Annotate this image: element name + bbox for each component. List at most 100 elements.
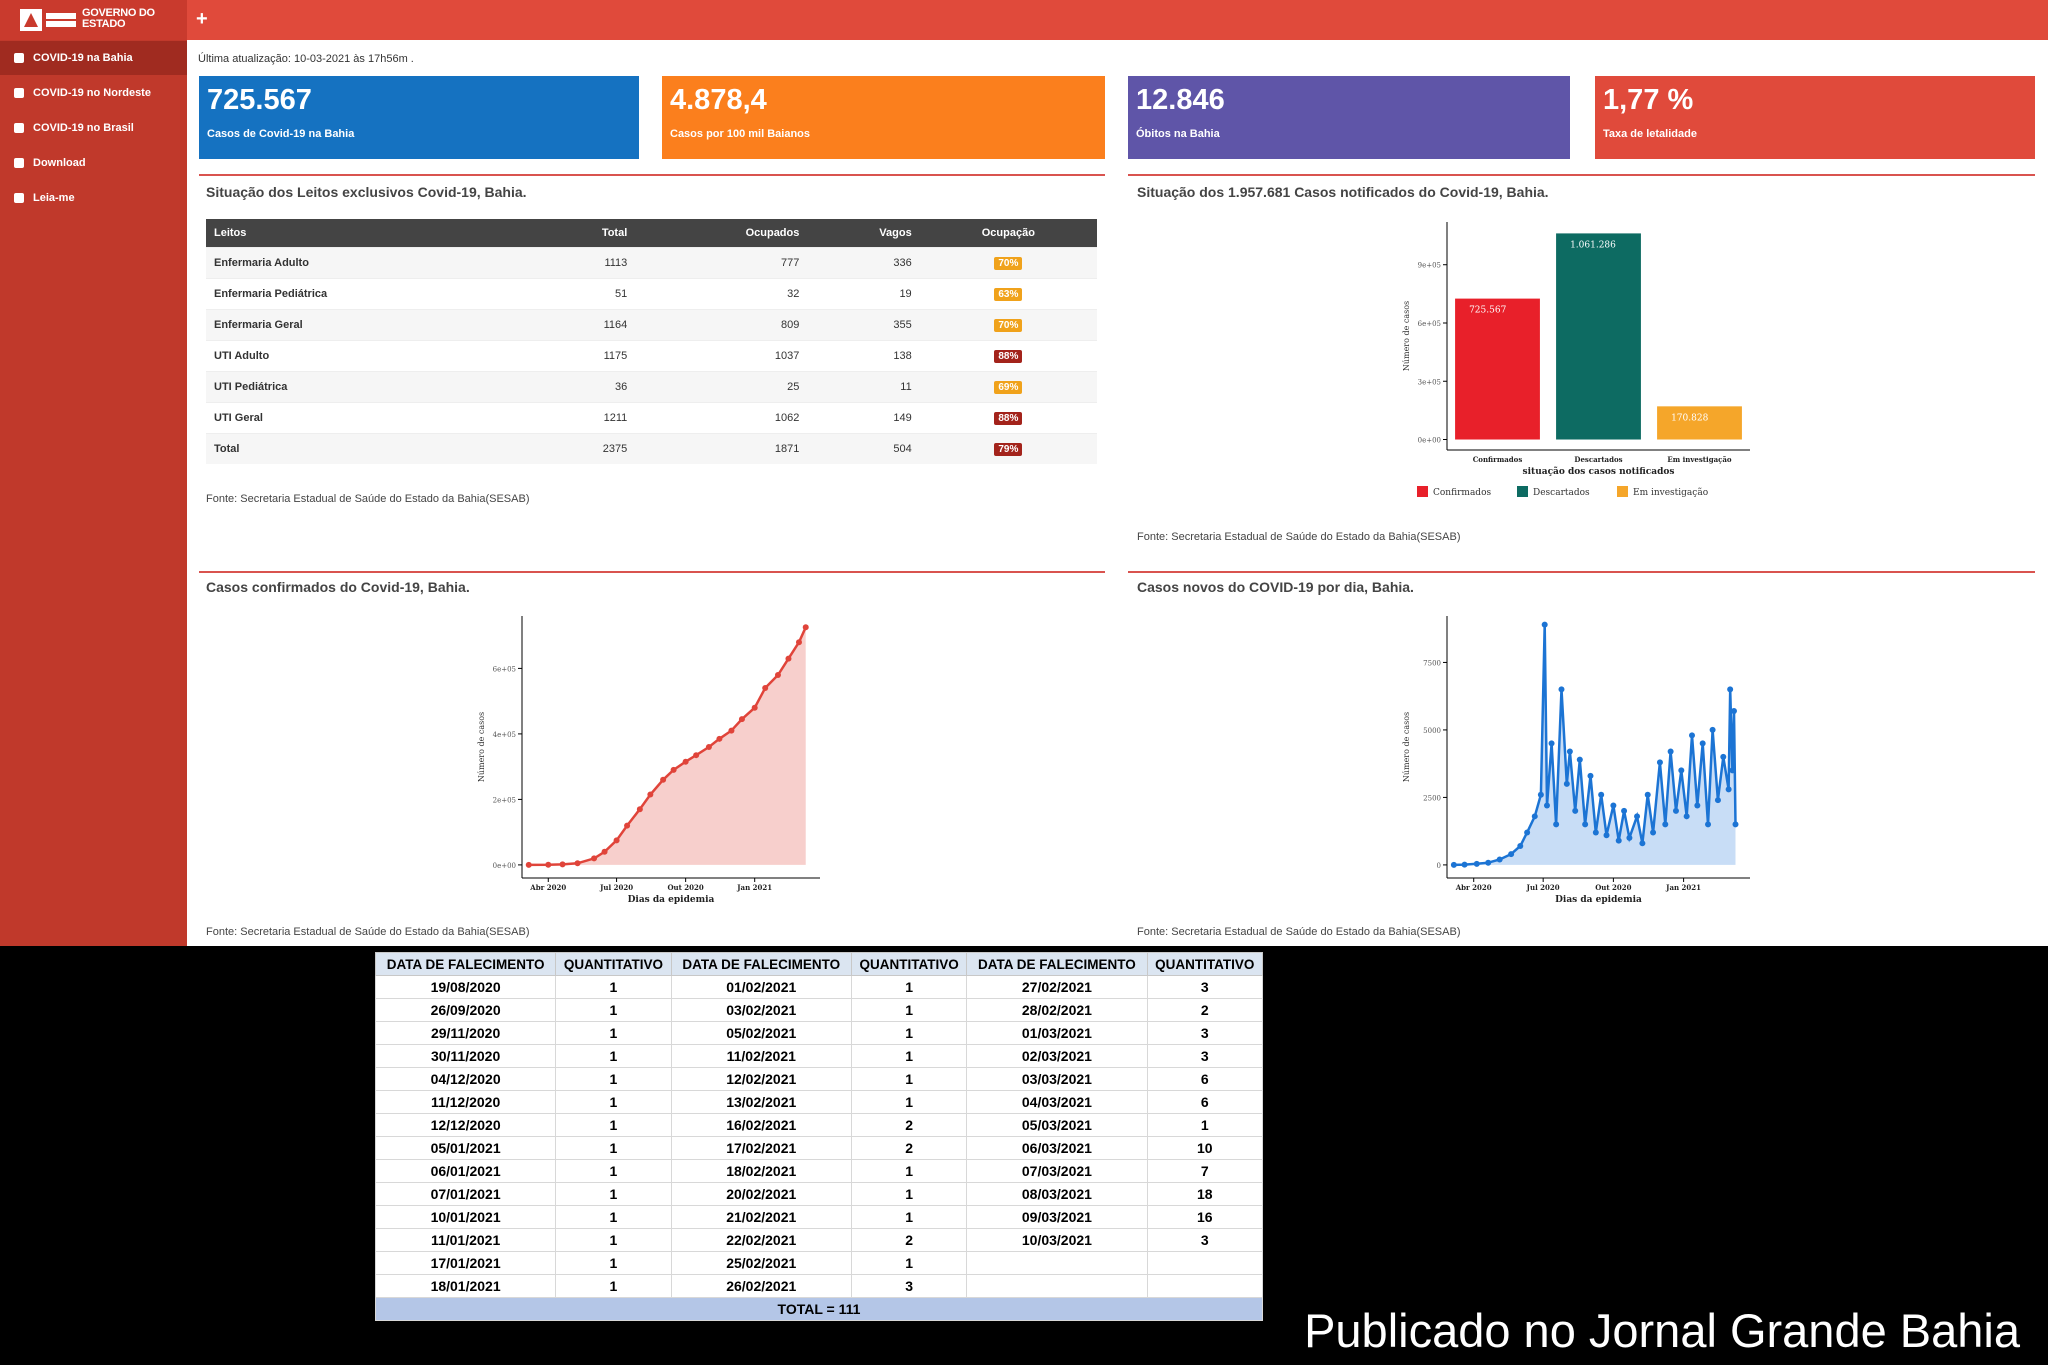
point <box>624 822 631 829</box>
occupancy-badge: 88% <box>994 412 1023 425</box>
point <box>1727 686 1734 693</box>
table-cell: 36 <box>431 371 636 403</box>
table-cell: 11/02/2021 <box>670 1044 852 1068</box>
menu-item[interactable]: COVID-19 no Nordeste <box>0 76 187 110</box>
table-cell: 2 <box>1146 998 1264 1022</box>
point <box>670 766 677 773</box>
occupancy-badge: 63% <box>994 288 1023 301</box>
point <box>1603 832 1610 839</box>
table-row: 12/12/2020 1 16/02/2021 2 05/03/2021 1 <box>374 1113 1264 1137</box>
table-cell: 02/03/2021 <box>966 1044 1148 1068</box>
column-header: QUANTITATIVO <box>1146 952 1264 976</box>
point <box>525 861 532 868</box>
point <box>1566 748 1573 755</box>
logo-text: GOVERNO DO ESTADO <box>82 7 155 30</box>
table-cell: 05/02/2021 <box>670 1021 852 1045</box>
table-cell: 1 <box>555 1113 672 1137</box>
point <box>1688 732 1695 739</box>
table-cell: 1164 <box>431 309 636 341</box>
table-cell: 10/01/2021 <box>374 1205 557 1229</box>
menu-item[interactable]: Download <box>0 146 187 180</box>
table-cell: 10/03/2021 <box>966 1228 1148 1252</box>
table-row: 11/12/2020 1 13/02/2021 1 04/03/2021 6 <box>374 1090 1264 1114</box>
table-cell: 63% <box>919 278 1097 310</box>
point <box>751 704 758 711</box>
point <box>795 639 802 646</box>
table-cell: 79% <box>919 433 1097 464</box>
table-cell: 70% <box>919 247 1097 279</box>
table-cell: 18/02/2021 <box>670 1159 852 1183</box>
point <box>574 860 581 867</box>
table-cell: 03/02/2021 <box>670 998 852 1022</box>
y-tick-label: 3e+05 <box>1418 378 1441 386</box>
column-header: DATA DE FALECIMENTO <box>966 952 1148 976</box>
table-cell: 1 <box>850 1067 968 1091</box>
menu-item[interactable]: Leia-me <box>0 181 187 215</box>
x-tick-label: Descartados <box>1574 455 1622 464</box>
table-cell: 30/11/2020 <box>374 1044 557 1068</box>
new-tab-button[interactable]: + <box>196 8 208 30</box>
y-tick-label: 7500 <box>1423 659 1441 667</box>
table-cell: 32 <box>635 278 808 310</box>
point <box>693 752 700 759</box>
table-cell: 1 <box>555 1090 672 1114</box>
y-axis-label: Número de casos <box>1402 301 1411 371</box>
table-cell: UTI Pediátrica <box>206 371 432 403</box>
card-value: 4.878,4 <box>670 84 767 116</box>
point <box>1553 821 1560 828</box>
table-cell: 1 <box>850 1090 968 1114</box>
point <box>762 685 769 692</box>
table-cell: 1 <box>850 975 968 999</box>
table-cell: 1 <box>1146 1113 1264 1137</box>
table-cell: 1 <box>850 1021 968 1045</box>
header-row: DATA DE FALECIMENTO QUANTITATIVO DATA DE F… <box>374 952 1264 976</box>
table-cell: 3 <box>1146 975 1264 999</box>
y-tick-label: 9e+05 <box>1418 262 1441 270</box>
point <box>1485 859 1492 866</box>
table-cell: 05/01/2021 <box>374 1136 557 1160</box>
x-tick-label: Out 2020 <box>1595 883 1631 892</box>
table-cell: 28/02/2021 <box>966 998 1148 1022</box>
source: Fonte: Secretaria Estadual de Saúde do E… <box>206 926 530 938</box>
point <box>1524 829 1531 836</box>
table-cell: 1871 <box>635 433 808 464</box>
point <box>774 671 781 678</box>
panel-title: Situação dos 1.957.681 Casos notificados… <box>1137 184 1549 200</box>
y-tick-label: 6e+05 <box>493 665 516 673</box>
point <box>728 727 735 734</box>
table-cell: 05/03/2021 <box>966 1113 1148 1137</box>
table-cell: 355 <box>807 309 920 341</box>
point <box>1592 829 1599 836</box>
table-cell <box>1146 1251 1264 1275</box>
x-tick-label: Jan 2021 <box>736 883 772 892</box>
table-cell: 08/03/2021 <box>966 1182 1148 1206</box>
deaths-table: DATA DE FALECIMENTO QUANTITATIVO DATA DE F… <box>374 952 1264 1321</box>
menu-label: COVID-19 na Bahia <box>33 52 133 64</box>
menu-item[interactable]: COVID-19 no Brasil <box>0 111 187 145</box>
bar <box>1455 298 1540 440</box>
point <box>1558 686 1565 693</box>
point <box>1531 813 1538 820</box>
y-tick-label: 2e+05 <box>493 796 516 804</box>
card-label: Óbitos na Bahia <box>1136 128 1220 140</box>
logo[interactable]: GOVERNO DO ESTADO <box>0 0 187 40</box>
x-axis-label: Dias da epidemia <box>1555 895 1642 905</box>
table-cell: 1 <box>555 1274 672 1298</box>
occupancy-badge: 70% <box>994 257 1023 270</box>
point <box>1662 821 1669 828</box>
occupancy-badge: 70% <box>994 319 1023 332</box>
occupancy-badge: 79% <box>994 443 1023 456</box>
menu-item[interactable]: COVID-19 na Bahia <box>0 41 187 75</box>
point <box>1508 851 1515 858</box>
table-row: 26/09/2020 1 03/02/2021 1 28/02/2021 2 <box>374 998 1264 1022</box>
point <box>647 791 654 798</box>
table-cell: 1 <box>850 1159 968 1183</box>
point <box>1672 807 1679 814</box>
point <box>559 861 566 868</box>
table-cell: 25 <box>635 371 808 403</box>
table-cell: 2 <box>850 1113 968 1137</box>
point <box>1626 834 1633 841</box>
point <box>1644 791 1651 798</box>
column-header: DATA DE FALECIMENTO <box>374 952 557 976</box>
table-cell: 11 <box>807 371 920 403</box>
